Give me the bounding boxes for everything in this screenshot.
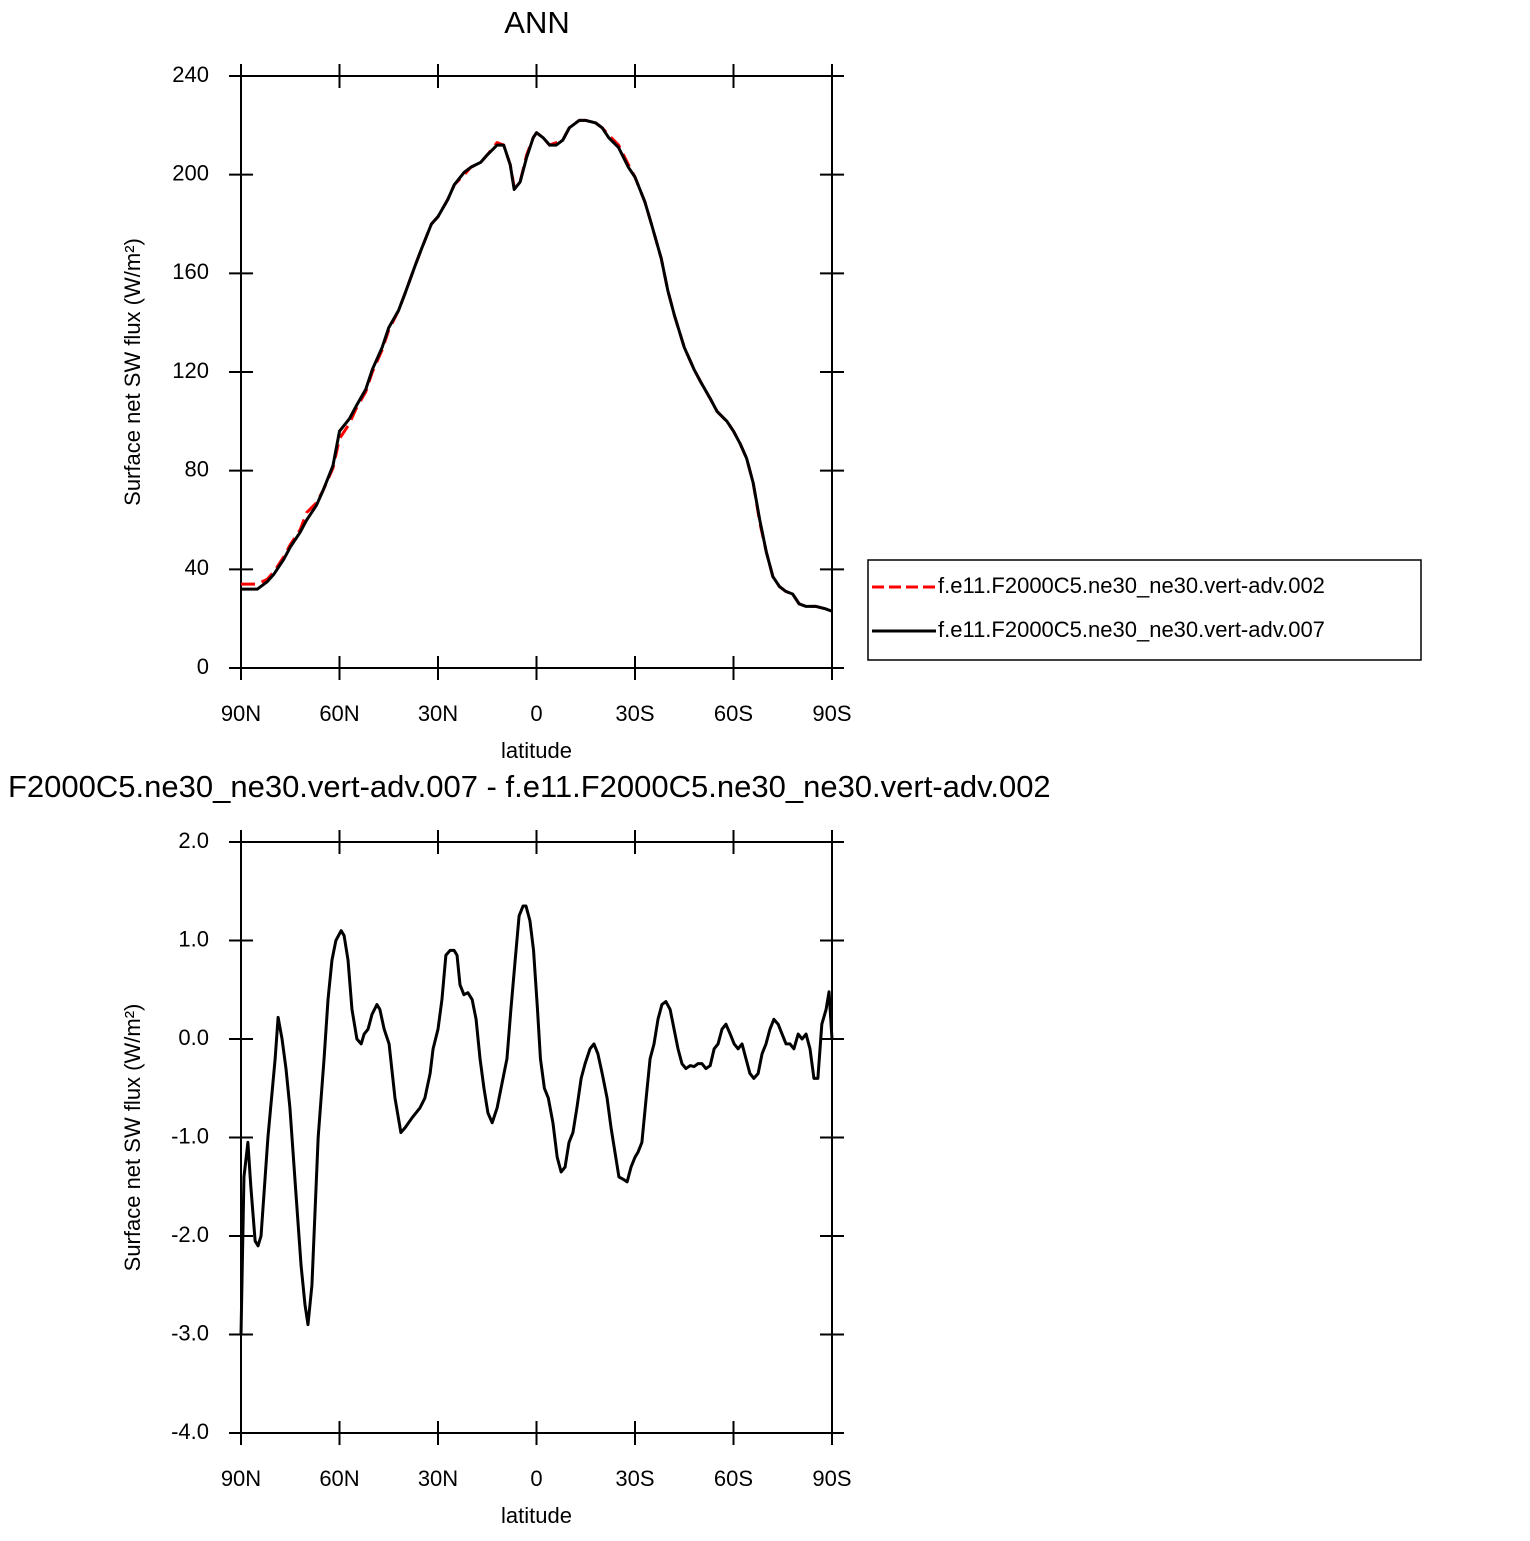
y-tick-label: -1.0 [171, 1123, 209, 1148]
x-axis-label: latitude [501, 738, 572, 763]
x-tick-label: 60S [714, 1466, 753, 1491]
y-tick-label: 80 [185, 456, 209, 481]
chart-title: ANN [504, 5, 569, 40]
legend-box [867, 559, 1422, 661]
x-axis-label: latitude [501, 1503, 572, 1528]
x-tick-label: 60N [319, 1466, 359, 1491]
y-tick-label: 1.0 [178, 926, 209, 951]
y-tick-label: -3.0 [171, 1320, 209, 1345]
y-tick-label: 0.0 [178, 1025, 209, 1050]
y-tick-label: 2.0 [178, 828, 209, 853]
y-tick-label: 120 [172, 358, 209, 383]
y-tick-label: -4.0 [171, 1419, 209, 1444]
y-tick-label: -2.0 [171, 1222, 209, 1247]
plot-frame [240, 75, 833, 669]
x-tick-label: 30N [418, 701, 458, 726]
line-series [239, 904, 834, 1335]
x-tick-label: 60N [319, 701, 359, 726]
x-tick-label: 90S [812, 701, 851, 726]
y-tick-label: 160 [172, 259, 209, 284]
x-tick-label: 30S [615, 1466, 654, 1491]
x-tick-label: 90N [221, 1466, 261, 1491]
line-series [241, 118, 833, 613]
x-tick-label: 90N [221, 701, 261, 726]
plot-frame [240, 841, 833, 1434]
y-axis-label: Surface net SW flux (W/m²) [120, 238, 145, 506]
y-axis-label: Surface net SW flux (W/m²) [120, 1004, 145, 1272]
x-tick-label: 60S [714, 701, 753, 726]
legend: f.e11.F2000C5.ne30_ne30.vert-adv.002 f.e1… [867, 559, 1422, 661]
x-tick-label: 30S [615, 701, 654, 726]
y-tick-label: 40 [185, 555, 209, 580]
legend-label: f.e11.F2000C5.ne30_ne30.vert-adv.002 [938, 573, 1325, 598]
chart-title: F2000C5.ne30_ne30.vert-adv.007 - f.e11.F… [8, 769, 1051, 804]
x-tick-label: 0 [530, 701, 542, 726]
y-tick-label: 0 [197, 654, 209, 679]
y-tick-label: 200 [172, 160, 209, 185]
legend-label: f.e11.F2000C5.ne30_ne30.vert-adv.007 [938, 617, 1325, 642]
x-tick-label: 0 [530, 1466, 542, 1491]
line-series [241, 118, 833, 613]
x-tick-label: 90S [812, 1466, 851, 1491]
y-tick-label: 240 [172, 62, 209, 87]
x-tick-label: 30N [418, 1466, 458, 1491]
